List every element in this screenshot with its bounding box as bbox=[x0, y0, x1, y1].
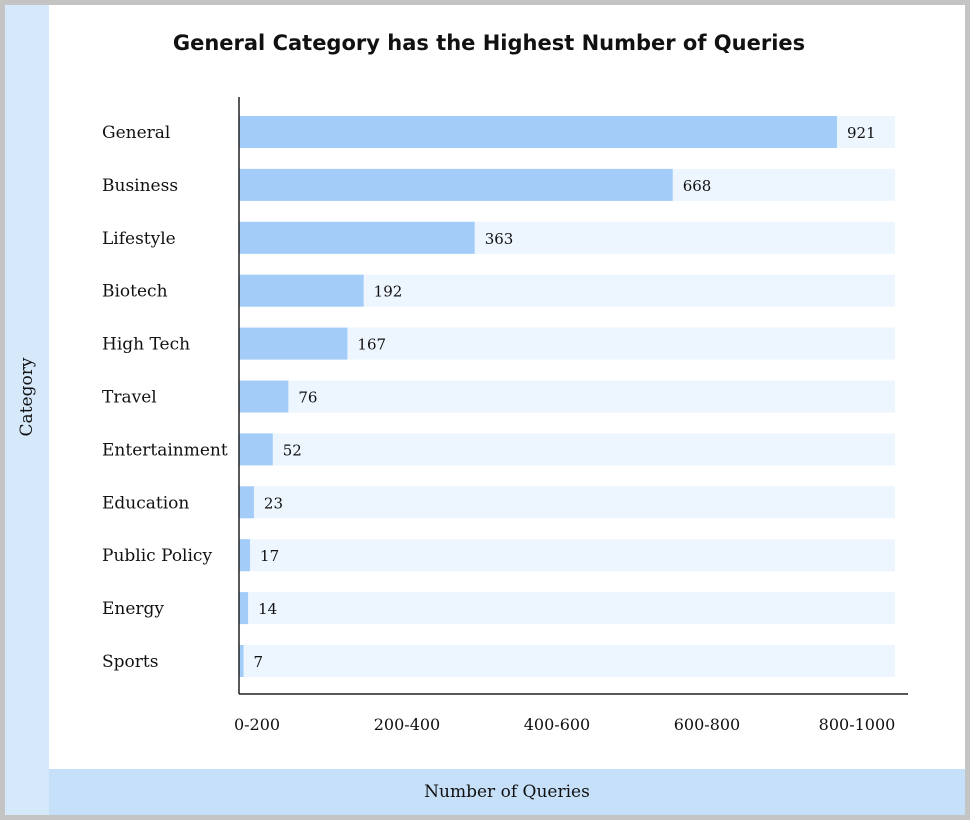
data-label: 192 bbox=[374, 283, 403, 301]
category-label: Travel bbox=[102, 388, 157, 408]
bar-track bbox=[239, 486, 895, 519]
x-tick-label: 200-400 bbox=[374, 715, 440, 734]
category-label: Public Policy bbox=[102, 546, 212, 566]
x-tick-label: 400-600 bbox=[524, 715, 590, 734]
bar bbox=[239, 116, 837, 148]
x-axis-label: Number of Queries bbox=[424, 782, 590, 802]
data-label: 668 bbox=[683, 177, 712, 195]
data-label: 52 bbox=[283, 441, 302, 459]
bar-track bbox=[239, 327, 895, 360]
bar bbox=[239, 539, 251, 572]
category-label: Lifestyle bbox=[102, 229, 176, 249]
category-label: Education bbox=[102, 493, 189, 513]
x-tick-label: 600-800 bbox=[674, 715, 740, 734]
data-label: 23 bbox=[264, 494, 283, 512]
y-axis-label-band bbox=[5, 5, 49, 815]
bar bbox=[239, 592, 249, 625]
category-label: Energy bbox=[102, 599, 164, 619]
bar-track bbox=[239, 592, 895, 625]
category-label: Business bbox=[102, 176, 178, 196]
data-label: 7 bbox=[254, 653, 264, 671]
bar bbox=[239, 274, 364, 307]
chart-title: General Category has the Highest Number … bbox=[172, 31, 806, 55]
category-label: General bbox=[102, 123, 170, 143]
bar bbox=[239, 168, 673, 201]
bar-track bbox=[239, 433, 895, 466]
x-axis-label-band bbox=[49, 769, 965, 815]
bar-track bbox=[239, 380, 895, 413]
category-label: Entertainment bbox=[102, 440, 228, 460]
bar-track bbox=[239, 645, 895, 677]
category-label: Biotech bbox=[102, 282, 168, 302]
bar bbox=[239, 221, 475, 254]
category-label: High Tech bbox=[102, 335, 190, 355]
x-tick-label: 800-1000 bbox=[819, 715, 896, 734]
category-label: Sports bbox=[102, 652, 158, 672]
data-label: 14 bbox=[258, 600, 277, 618]
x-tick-label: 0-200 bbox=[234, 715, 280, 734]
bar bbox=[239, 380, 289, 413]
data-label: 921 bbox=[847, 124, 876, 142]
data-label: 76 bbox=[298, 389, 317, 407]
bar bbox=[239, 486, 254, 519]
bar-track bbox=[239, 539, 895, 572]
data-label: 17 bbox=[260, 547, 279, 565]
bar bbox=[239, 327, 348, 360]
data-label: 167 bbox=[357, 336, 386, 354]
bar bbox=[239, 645, 244, 677]
bar bbox=[239, 433, 273, 466]
data-label: 363 bbox=[485, 230, 514, 248]
